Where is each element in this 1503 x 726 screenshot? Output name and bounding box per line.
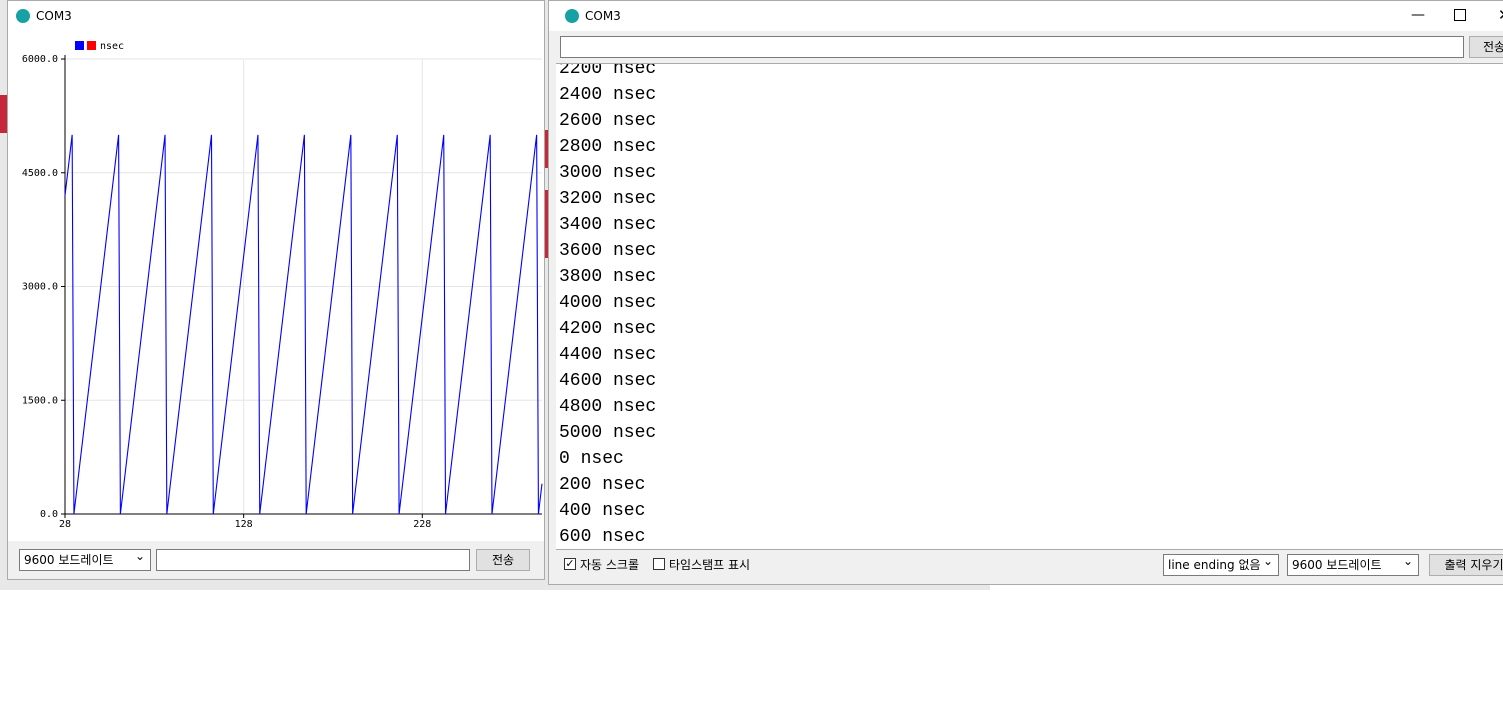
output-area: 2200 nsec 2400 nsec 2600 nsec 2800 nsec 3000…	[556, 63, 1503, 550]
title-bar: COM3	[8, 1, 544, 31]
x-tick-label: 228	[413, 519, 431, 530]
y-tick-label: 4500.0	[22, 168, 58, 179]
output-line: 3600 nsec	[559, 241, 657, 261]
output-line: 3200 nsec	[559, 189, 657, 209]
output-line: 4600 nsec	[559, 371, 657, 391]
plotter-window: COM3 0.0 1500.0 3000.0 4500.0 6000.0 28 128 228…	[7, 0, 545, 580]
legend-label: nsec	[100, 41, 124, 52]
output-line: 4800 nsec	[559, 397, 657, 417]
legend-swatch	[75, 41, 84, 50]
x-tick-label: 28	[59, 519, 71, 530]
baud-select[interactable]: 9600 보드레이트	[19, 546, 151, 571]
output-line: 3400 nsec	[559, 215, 657, 235]
send-input[interactable]	[560, 36, 1464, 58]
minimize-button[interactable]: —	[1411, 7, 1425, 23]
send-input[interactable]	[156, 549, 470, 571]
timestamp-checkbox[interactable]	[653, 558, 665, 570]
output-line: 0 nsec	[559, 449, 624, 469]
output-line: 5000 nsec	[559, 423, 657, 443]
title-bar: COM3 — ✕	[549, 1, 1503, 31]
output-line: 600 nsec	[559, 527, 646, 547]
y-tick-label: 6000.0	[22, 54, 58, 65]
output-line: 4000 nsec	[559, 293, 657, 313]
app-icon	[565, 9, 579, 23]
output-line: 4400 nsec	[559, 345, 657, 365]
y-tick-label: 1500.0	[22, 395, 58, 406]
background-fragment	[0, 95, 8, 133]
autoscroll-label: 자동 스크롤	[580, 558, 640, 572]
clear-button[interactable]: 출력 지우기	[1429, 554, 1503, 576]
y-tick-label: 0.0	[40, 509, 58, 520]
output-line: 2800 nsec	[559, 137, 657, 157]
send-button[interactable]: 전송	[1469, 36, 1503, 58]
output-line: 2600 nsec	[559, 111, 657, 131]
output-line: 2400 nsec	[559, 85, 657, 105]
app-icon	[16, 9, 30, 23]
timestamp-label: 타임스탬프 표시	[669, 558, 751, 572]
output-line: 2200 nsec	[559, 63, 657, 79]
legend-swatch	[87, 41, 96, 50]
maximize-button[interactable]	[1454, 9, 1466, 21]
output-line: 4200 nsec	[559, 319, 657, 339]
autoscroll-checkbox[interactable]: ✓	[564, 557, 576, 570]
output-line: 3800 nsec	[559, 267, 657, 287]
output-line: 3000 nsec	[559, 163, 657, 183]
x-tick-label: 128	[235, 519, 253, 530]
series-line	[64, 134, 543, 515]
output-line: 400 nsec	[559, 501, 646, 521]
window-title: COM3	[36, 9, 72, 23]
plot-area: 0.0 1500.0 3000.0 4500.0 6000.0 28 128 228 nsec	[8, 31, 544, 541]
output-line: 200 nsec	[559, 475, 646, 495]
close-button[interactable]: ✕	[1498, 6, 1503, 24]
window-title: COM3	[585, 9, 621, 23]
line-ending-select[interactable]: line ending 없음	[1163, 551, 1279, 576]
send-button[interactable]: 전송	[476, 549, 530, 571]
baud-select[interactable]: 9600 보드레이트	[1287, 551, 1419, 576]
y-tick-label: 3000.0	[22, 282, 58, 293]
